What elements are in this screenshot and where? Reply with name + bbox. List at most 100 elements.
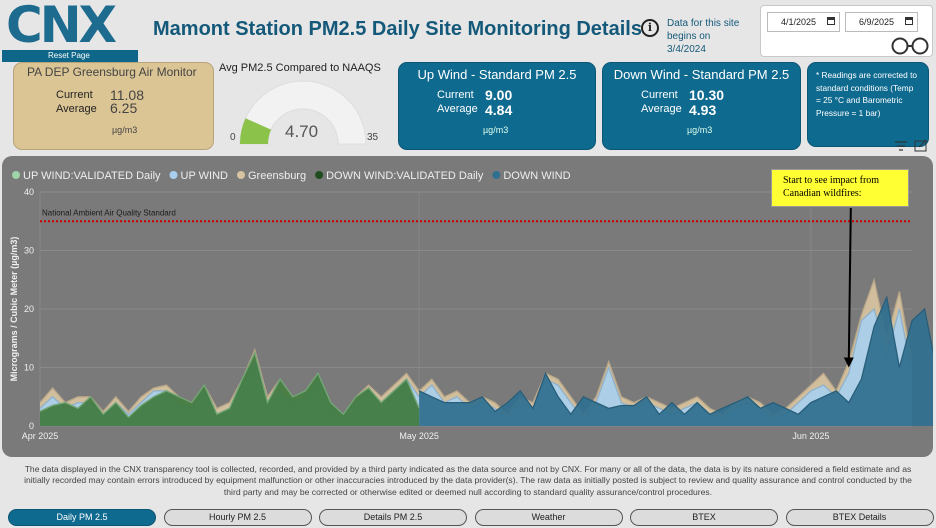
data-point: [595, 402, 597, 404]
y-axis-label: Micrograms / Cubic Meter (µg/m3): [9, 237, 19, 382]
y-tick-label: 30: [24, 246, 34, 256]
data-point: [570, 402, 572, 404]
data-point: [52, 405, 54, 407]
data-point: [317, 372, 319, 374]
data-point: [216, 408, 218, 410]
current-value: 10.30: [689, 87, 725, 103]
calendar-icon[interactable]: [905, 17, 913, 25]
tab-hourly-pm-2-5[interactable]: Hourly PM 2.5: [163, 509, 312, 526]
data-point: [77, 408, 79, 410]
data-point: [898, 308, 900, 310]
data-point: [52, 396, 54, 398]
data-point: [810, 384, 812, 386]
data-point: [304, 390, 306, 392]
data-point: [924, 308, 926, 310]
current-value: 9.00: [485, 87, 513, 103]
tab-details-pm-2-5[interactable]: Details PM 2.5: [319, 509, 467, 526]
data-point: [532, 408, 534, 410]
legend-entry[interactable]: Greensburg: [248, 170, 306, 182]
data-point: [620, 402, 622, 404]
filter-icon[interactable]: [895, 141, 907, 151]
series-area-down-wind: [419, 297, 933, 426]
current-label: Current: [437, 89, 474, 101]
data-point: [456, 396, 458, 398]
data-point: [444, 396, 446, 398]
data-point: [823, 384, 825, 386]
data-point: [39, 410, 41, 412]
data-point: [128, 413, 130, 415]
end-date-value: 6/9/2025: [859, 17, 895, 27]
data-point: [898, 367, 900, 369]
data-point: [873, 308, 875, 310]
data-point: [570, 413, 572, 415]
end-date-input[interactable]: 6/9/2025: [845, 12, 918, 32]
tab-btex-details[interactable]: BTEX Details: [785, 509, 934, 526]
data-point: [279, 378, 281, 380]
focus-mode-icon[interactable]: [914, 139, 927, 152]
gauge-value: 4.70: [285, 122, 319, 141]
data-start-note: Data for this site begins on 3/4/2024: [667, 18, 740, 55]
annotation-arrow: [847, 207, 852, 360]
data-point: [165, 384, 167, 386]
data-point: [115, 396, 117, 398]
calendar-icon[interactable]: [827, 17, 835, 25]
average-value: 4.93: [689, 102, 717, 118]
data-point: [77, 396, 79, 398]
data-point: [406, 372, 408, 374]
x-tick-label: Apr 2025: [22, 431, 59, 441]
data-point: [216, 413, 218, 415]
data-point: [153, 396, 155, 398]
data-point: [595, 396, 597, 398]
data-point: [140, 396, 142, 398]
data-point: [519, 390, 521, 392]
data-point: [557, 378, 559, 380]
data-point: [835, 390, 837, 392]
tab-daily-pm-2-5[interactable]: Daily PM 2.5: [8, 509, 156, 526]
data-point: [368, 384, 370, 386]
average-label: Average: [56, 103, 97, 115]
legend-entry[interactable]: UP WIND: [181, 170, 229, 182]
average-value: 6.25: [110, 100, 138, 116]
legend-entry[interactable]: UP WIND:VALIDATED Daily: [23, 170, 161, 182]
disclaimer-text: The data displayed in the CNX transparen…: [24, 464, 912, 497]
data-point: [456, 390, 458, 392]
data-point: [873, 326, 875, 328]
legend-entry[interactable]: DOWN WIND: [503, 170, 570, 182]
data-point: [873, 279, 875, 281]
data-point: [115, 402, 117, 404]
data-point: [368, 387, 370, 389]
reset-page-button[interactable]: Reset Page: [2, 50, 138, 62]
data-point: [153, 390, 155, 392]
data-point: [848, 402, 850, 404]
legend-entry[interactable]: DOWN WIND:VALIDATED Daily: [326, 170, 484, 182]
current-label: Current: [641, 89, 678, 101]
date-range-slicer: 4/1/2025 6/9/2025: [760, 5, 933, 57]
data-point: [810, 402, 812, 404]
data-point: [684, 413, 686, 415]
data-point: [797, 413, 799, 415]
data-point: [393, 390, 395, 392]
data-point: [734, 402, 736, 404]
data-point: [380, 396, 382, 398]
data-point: [633, 402, 635, 404]
unit-label: µg/m3: [687, 125, 713, 135]
data-point: [102, 413, 104, 415]
start-date-input[interactable]: 4/1/2025: [767, 12, 840, 32]
data-point: [620, 405, 622, 407]
data-point: [456, 402, 458, 404]
data-point: [254, 349, 256, 351]
data-point: [911, 320, 913, 322]
average-value: 4.84: [485, 102, 513, 118]
data-point: [608, 361, 610, 363]
x-tick-label: May 2025: [399, 431, 439, 441]
y-tick-label: 40: [24, 187, 34, 197]
data-point: [431, 384, 433, 386]
data-point: [658, 402, 660, 404]
info-icon[interactable]: i: [641, 19, 659, 37]
tab-btex[interactable]: BTEX: [630, 509, 778, 526]
binoculars-icon[interactable]: [890, 37, 930, 55]
tab-weather[interactable]: Weather: [474, 509, 623, 526]
series-line-up-wind-validated-daily: [39, 351, 420, 419]
data-point: [709, 413, 711, 415]
series-line-down-wind: [418, 295, 933, 416]
